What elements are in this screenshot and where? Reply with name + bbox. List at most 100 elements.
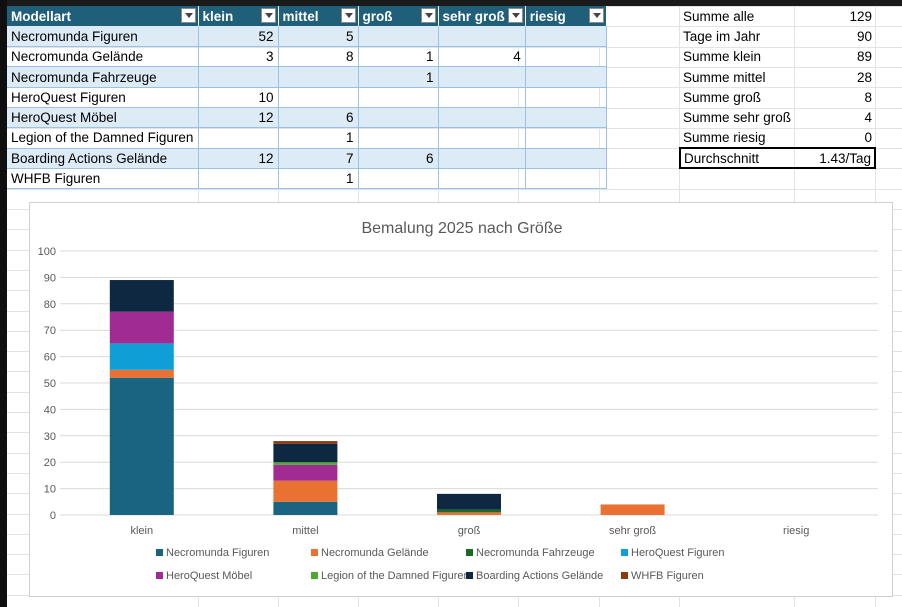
column-header-label: sehr groß: [442, 8, 505, 24]
count-cell[interactable]: [525, 168, 607, 190]
bar-segment: [273, 443, 338, 463]
count-cell[interactable]: [438, 148, 526, 169]
count-cell[interactable]: [358, 127, 439, 149]
count-cell[interactable]: [438, 87, 526, 108]
summary-value[interactable]: 0: [864, 129, 872, 145]
count-cell[interactable]: [198, 168, 279, 190]
count-cell[interactable]: 4: [438, 46, 526, 68]
summary-label[interactable]: Summe klein: [683, 49, 762, 65]
y-tick-label: 30: [44, 431, 56, 443]
y-tick-label: 20: [44, 457, 56, 469]
legend-label: Necromunda Gelände: [321, 547, 429, 559]
stacked-bar-chart[interactable]: Bemalung 2025 nach Größe 0 10 20 30 40 50 60 70 8…: [29, 202, 893, 597]
count-cell[interactable]: 6: [358, 148, 439, 169]
summary-value[interactable]: 89: [856, 49, 872, 65]
column-header[interactable]: groß: [358, 6, 439, 27]
filter-dropdown-icon[interactable]: [507, 8, 523, 23]
count-cell[interactable]: 5: [278, 26, 359, 48]
count-cell[interactable]: [358, 107, 439, 129]
count-cell[interactable]: 1: [278, 168, 359, 190]
summary-label[interactable]: Durchschnitt: [679, 147, 795, 170]
count-cell[interactable]: [525, 107, 607, 129]
count-cell[interactable]: [525, 66, 607, 88]
count-cell[interactable]: 1: [358, 66, 439, 88]
legend-label: HeroQuest Möbel: [166, 570, 252, 582]
summary-value[interactable]: 4: [864, 110, 872, 126]
y-tick-label: 40: [44, 404, 56, 416]
summary-label[interactable]: Summe sehr groß: [683, 110, 792, 126]
count-cell[interactable]: [525, 127, 607, 149]
count-cell[interactable]: [358, 168, 439, 190]
count-cell[interactable]: 1: [358, 46, 439, 68]
filter-dropdown-icon[interactable]: [340, 8, 356, 23]
column-header[interactable]: sehr groß: [438, 6, 526, 27]
model-type-cell[interactable]: Necromunda Fahrzeuge: [7, 66, 199, 88]
count-cell[interactable]: [358, 26, 439, 48]
filter-dropdown-icon[interactable]: [588, 8, 604, 23]
column-header[interactable]: riesig: [525, 6, 607, 27]
summary-label[interactable]: Summe mittel: [683, 69, 766, 85]
table-row: WHFB Figuren 1: [7, 168, 607, 190]
summary-label[interactable]: Summe alle: [683, 8, 755, 24]
table-row: Legion of the Damned Figuren 1: [7, 127, 607, 149]
count-cell[interactable]: [358, 87, 439, 108]
filter-dropdown-icon[interactable]: [260, 8, 276, 23]
count-cell[interactable]: [278, 87, 359, 108]
count-cell[interactable]: 6: [278, 107, 359, 129]
column-header-label: klein: [202, 8, 234, 24]
bar-segment: [109, 369, 174, 378]
model-type-cell[interactable]: HeroQuest Möbel: [7, 107, 199, 129]
y-tick-label: 80: [44, 299, 56, 311]
count-cell[interactable]: [438, 127, 526, 149]
x-tick-label: klein: [130, 525, 153, 537]
model-type-cell[interactable]: Boarding Actions Gelände: [7, 148, 199, 169]
summary-label[interactable]: Summe groß: [683, 89, 762, 105]
count-cell[interactable]: 10: [198, 87, 279, 108]
filter-dropdown-icon[interactable]: [420, 8, 436, 23]
summary-value[interactable]: 28: [856, 69, 872, 85]
count-cell[interactable]: 1: [278, 127, 359, 149]
count-cell[interactable]: [438, 26, 526, 48]
count-cell[interactable]: 3: [198, 46, 279, 68]
x-tick-label: riesig: [783, 525, 809, 537]
bar-segment: [437, 509, 501, 513]
model-type-cell[interactable]: WHFB Figuren: [7, 168, 199, 190]
legend-swatch: [621, 549, 628, 556]
model-type-cell[interactable]: Legion of the Damned Figuren: [7, 127, 199, 149]
count-cell[interactable]: [438, 66, 526, 88]
count-cell[interactable]: 12: [198, 107, 279, 129]
summary-label[interactable]: Tage im Jahr: [683, 28, 761, 44]
count-cell[interactable]: 8: [278, 46, 359, 68]
column-header[interactable]: Modellart: [7, 6, 199, 27]
count-cell[interactable]: [198, 127, 279, 149]
bar-segment: [109, 377, 174, 515]
legend-swatch: [466, 549, 473, 556]
filter-dropdown-icon[interactable]: [180, 8, 196, 23]
table-row: Necromunda Fahrzeuge 1: [7, 66, 607, 88]
count-cell[interactable]: [525, 148, 607, 169]
x-tick-label: groß: [458, 525, 481, 537]
count-cell[interactable]: [525, 87, 607, 108]
count-cell[interactable]: 52: [198, 26, 279, 48]
count-cell[interactable]: 7: [278, 148, 359, 169]
count-cell[interactable]: [438, 168, 526, 190]
count-cell[interactable]: [278, 66, 359, 88]
count-cell[interactable]: 12: [198, 148, 279, 169]
bar-segment: [273, 464, 338, 481]
summary-value[interactable]: 1.43/Tag: [795, 147, 876, 170]
summary-value[interactable]: 90: [856, 28, 872, 44]
summary-row: Summe klein 89: [680, 47, 875, 67]
legend-label: Necromunda Fahrzeuge: [476, 547, 595, 559]
count-cell[interactable]: [438, 107, 526, 129]
count-cell[interactable]: [198, 66, 279, 88]
column-header[interactable]: mittel: [278, 6, 359, 27]
model-type-cell[interactable]: HeroQuest Figuren: [7, 87, 199, 108]
count-cell[interactable]: [525, 26, 607, 48]
summary-label[interactable]: Summe riesig: [683, 129, 766, 145]
model-type-cell[interactable]: Necromunda Gelände: [7, 46, 199, 68]
count-cell[interactable]: [525, 46, 607, 68]
summary-value[interactable]: 129: [849, 8, 872, 24]
model-type-cell[interactable]: Necromunda Figuren: [7, 26, 199, 48]
summary-value[interactable]: 8: [864, 89, 872, 105]
column-header[interactable]: klein: [198, 6, 279, 27]
